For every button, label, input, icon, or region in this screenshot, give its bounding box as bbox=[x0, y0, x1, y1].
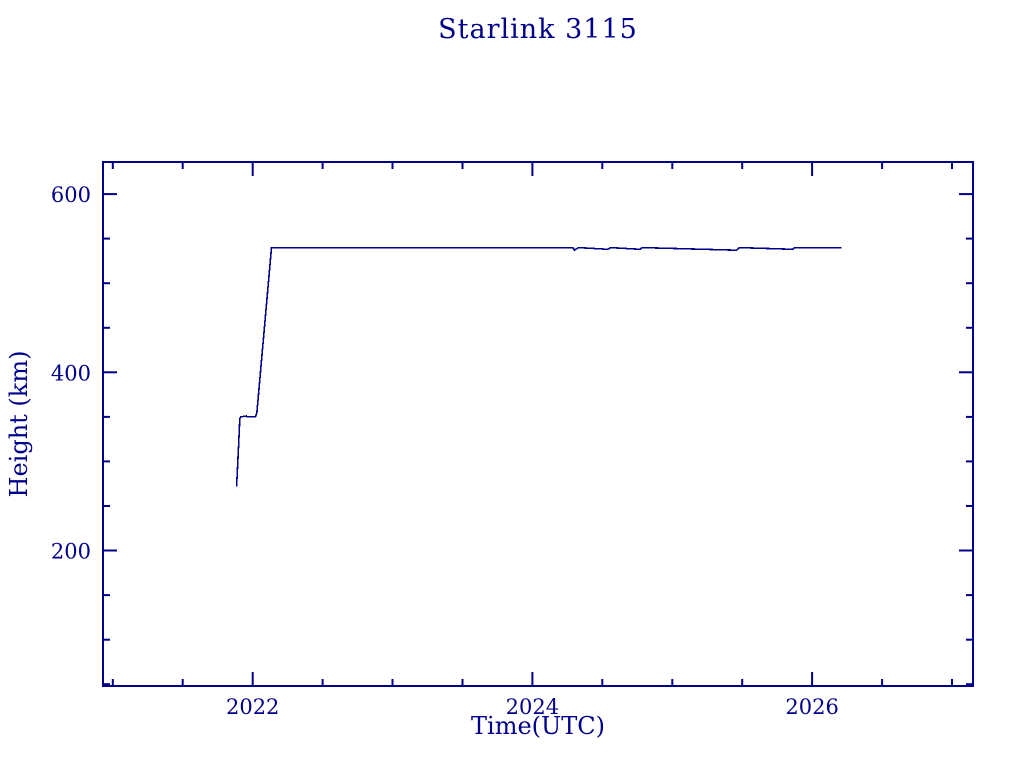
x-tick-label: 2026 bbox=[785, 695, 838, 719]
x-axis-label: Time(UTC) bbox=[471, 712, 605, 740]
x-tick-label: 2024 bbox=[506, 695, 559, 719]
x-tick-label: 2022 bbox=[226, 695, 279, 719]
plot-frame bbox=[102, 161, 974, 687]
y-tick-label: 200 bbox=[51, 540, 91, 564]
y-tick-label: 600 bbox=[51, 183, 91, 207]
y-axis-label: Height (km) bbox=[5, 350, 33, 498]
height-line bbox=[235, 246, 842, 487]
y-tick-label: 400 bbox=[51, 361, 91, 385]
chart-title: Starlink 3115 bbox=[438, 14, 638, 45]
